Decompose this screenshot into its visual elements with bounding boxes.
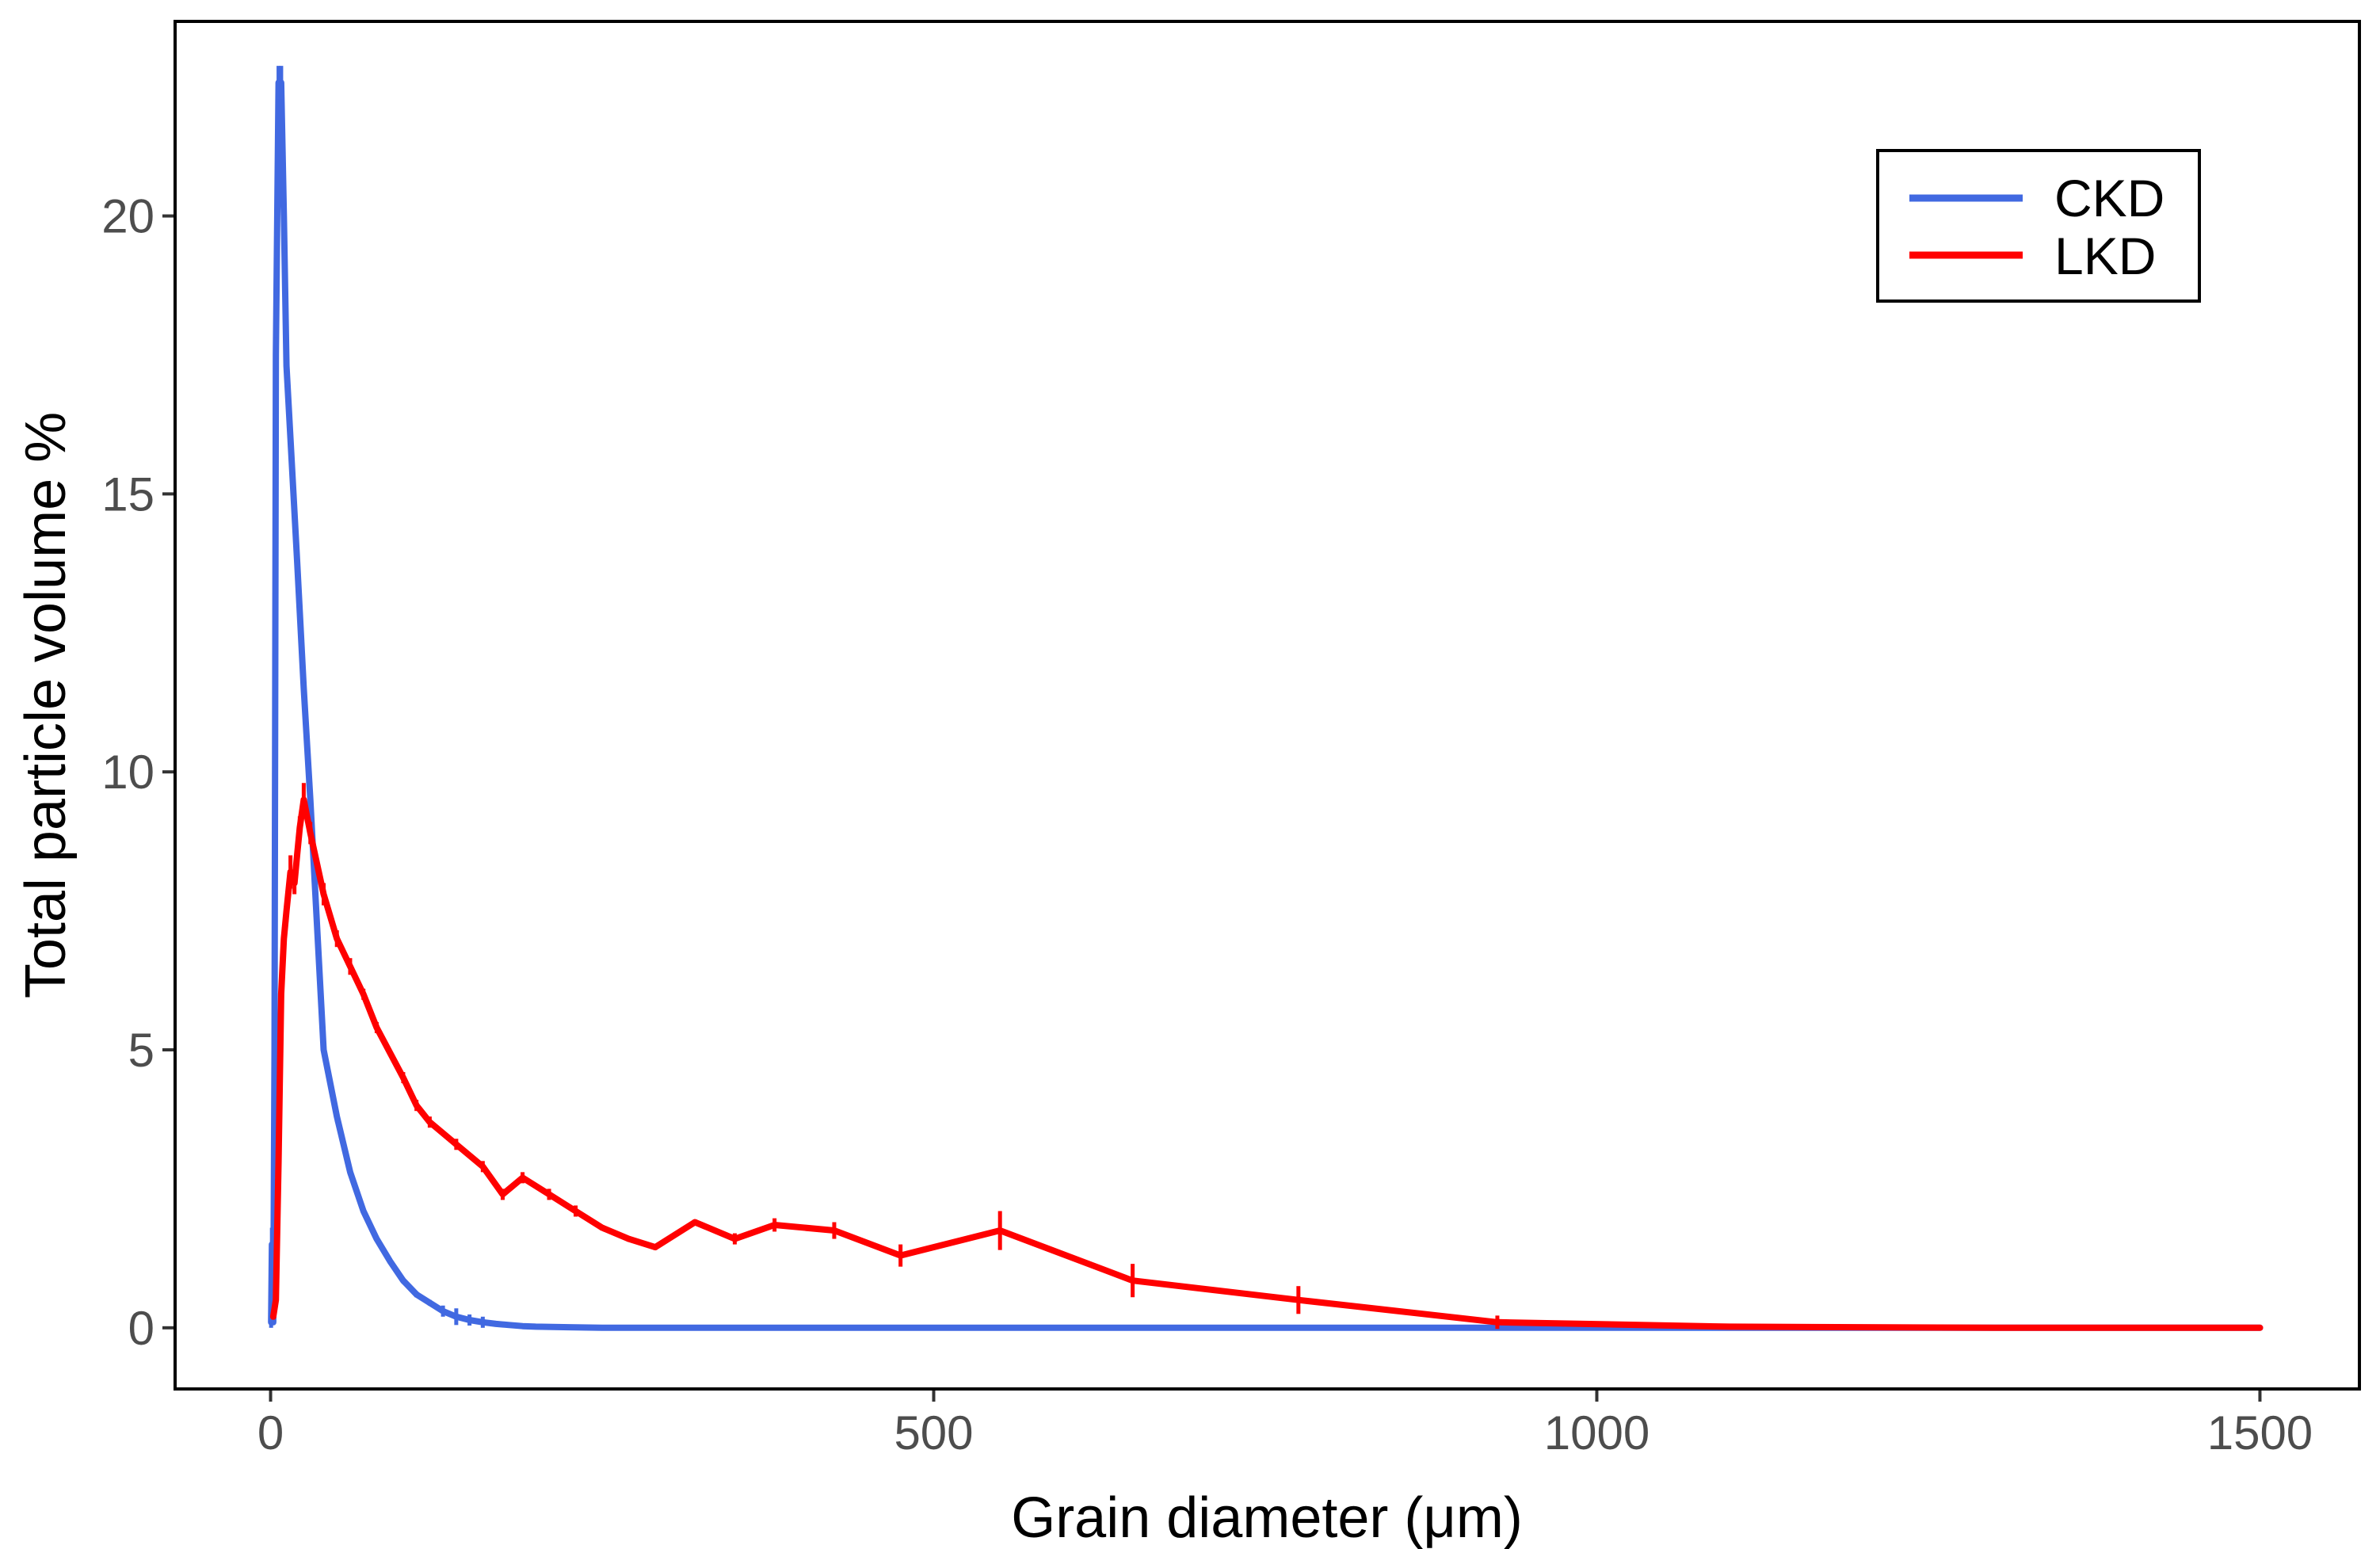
x-tick-label: 0: [257, 1406, 284, 1459]
y-tick-label: 0: [128, 1302, 154, 1355]
x-tick-label: 1500: [2207, 1406, 2313, 1459]
x-axis-ticks: 0 500 1000 1500: [257, 1389, 2313, 1459]
legend-box: [1876, 149, 2201, 303]
y-tick-label: 15: [101, 467, 154, 521]
y-tick-label: 10: [101, 746, 154, 799]
x-tick-label: 500: [894, 1406, 973, 1459]
y-tick-label: 20: [101, 190, 154, 243]
legend-label-lkd: LKD: [2054, 227, 2156, 285]
y-tick-label: 5: [128, 1024, 154, 1077]
x-tick-label: 1000: [1544, 1406, 1650, 1459]
legend-label-ckd: CKD: [2054, 169, 2165, 227]
series-layer: [268, 66, 2264, 1331]
legend: CKD LKD: [1876, 149, 2201, 303]
y-axis-title: Total particle volume %: [14, 412, 78, 998]
x-axis-title: Grain diameter (μm): [1011, 1486, 1523, 1549]
series-line-ckd: [268, 79, 2264, 1331]
y-axis-ticks: 0 5 10 15 20: [101, 190, 175, 1355]
panel-border: [174, 20, 2361, 1391]
